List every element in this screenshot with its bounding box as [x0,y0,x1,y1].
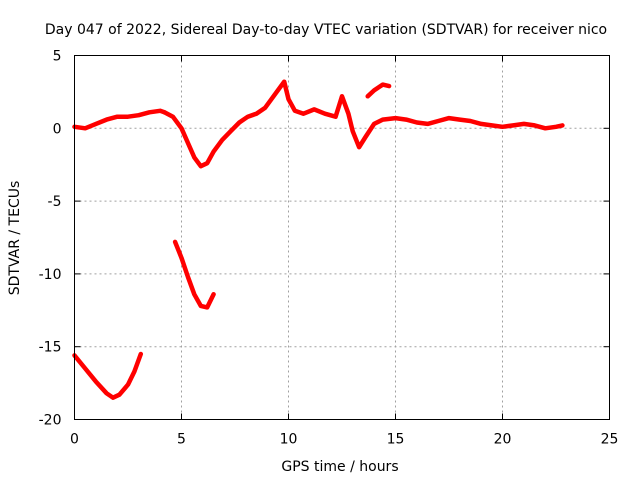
x-tick-label: 15 [387,432,405,448]
x-tick-labels: 0 5 10 15 20 25 [70,432,618,448]
sdtvar-segment-4 [72,351,144,400]
x-tick-label: 20 [494,432,512,448]
sdtvar-segment-1 [72,108,167,131]
chart-title: Day 047 of 2022, Sidereal Day-to-day VTE… [45,22,607,38]
x-tick-label: 25 [601,432,619,448]
y-tick-label: 5 [53,49,62,65]
sdtvar-segment-2 [162,79,565,169]
sdtvar-segment-5 [172,239,216,310]
y-tick-label: -15 [39,340,62,356]
plot-frame [74,55,610,420]
y-tick-label: 0 [53,121,62,137]
y-tick-label: -20 [39,413,62,429]
grid-lines [74,55,610,420]
y-axis-label: SDTVAR / TECUs [7,181,23,296]
y-tick-label: -5 [48,194,62,210]
y-tick-labels: 5 0 -5 -10 -15 -20 [39,49,62,429]
x-tick-label: 10 [280,432,298,448]
x-axis-label: GPS time / hours [281,459,398,475]
x-tick-label: 0 [70,432,79,448]
x-tick-label: 5 [177,432,186,448]
series-group [72,79,565,400]
sdtvar-segment-3 [365,82,392,99]
y-tick-label: -10 [39,267,62,283]
